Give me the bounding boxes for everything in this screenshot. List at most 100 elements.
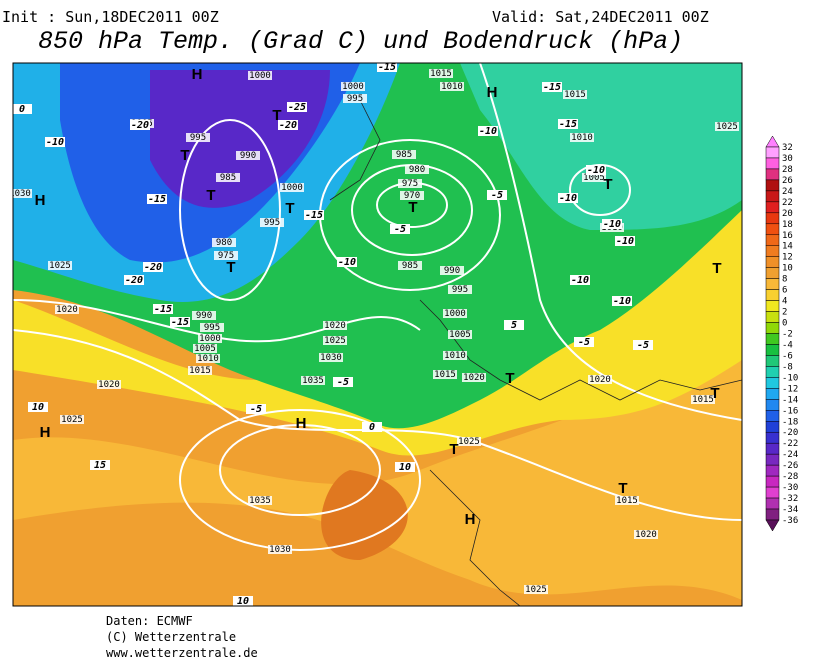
isobar-label-bg <box>563 90 587 99</box>
isobar-label: 1020 <box>463 373 485 383</box>
isobar-label: 995 <box>452 285 468 295</box>
temp-label-bg <box>45 137 65 147</box>
isobar-label: 1025 <box>458 437 480 447</box>
temp-label-bg <box>13 104 32 114</box>
temp-label: -15 <box>154 304 172 315</box>
temp-label: 15 <box>94 460 106 471</box>
pressure-center: H <box>192 66 203 83</box>
isobar-label-bg <box>196 354 220 363</box>
colorbar-label: -34 <box>782 505 798 515</box>
temp-label: -5 <box>250 404 262 415</box>
isobar-label-bg <box>440 82 464 91</box>
colorbar-segment <box>765 256 780 268</box>
colorbar-label: 28 <box>782 165 793 175</box>
isobar-label-bg <box>443 351 467 360</box>
isobar-label: 1030 <box>269 545 291 555</box>
isobar-label-bg <box>433 370 457 379</box>
colorbar-label: -32 <box>782 494 798 504</box>
pressure-center: T <box>180 147 189 164</box>
coastlines <box>329 99 742 606</box>
pressure-center: T <box>272 107 281 124</box>
isobar-label: 1035 <box>302 376 324 386</box>
colorbar: 32302826242220181614121086420-2-4-6-8-10… <box>765 135 798 532</box>
source: Daten: ECMWF <box>106 614 193 628</box>
isobar-label-bg <box>392 150 416 159</box>
temp-label: 5 <box>511 320 517 331</box>
isobar-label-bg <box>398 261 422 270</box>
colorbar-segment <box>765 388 780 400</box>
temp-label-bg <box>478 126 498 136</box>
temp-label: -20 <box>131 120 149 131</box>
isobar-label-bg <box>198 334 222 343</box>
isobar-label-bg <box>691 395 715 404</box>
colorbar-segment <box>765 245 780 257</box>
isobar-label-bg <box>443 309 467 318</box>
colorbar-segment <box>765 267 780 279</box>
temp-label-bg <box>377 63 397 72</box>
colorbar-segment <box>765 431 780 444</box>
colorbar-label: 30 <box>782 154 793 164</box>
isobar-label: 1030 <box>9 189 31 199</box>
colorbar-segment <box>765 453 780 466</box>
temp-label-bg <box>170 317 190 327</box>
isobar-label-bg <box>524 585 548 594</box>
temp-label-bg <box>504 320 524 330</box>
colorbar-label: 20 <box>782 209 793 219</box>
temp-label-bg <box>90 460 110 470</box>
temp-label: -25 <box>288 102 306 113</box>
isobar-label: 1015 <box>189 366 211 376</box>
isobar-label: 1005 <box>194 344 216 354</box>
temp-label: -10 <box>479 126 497 137</box>
isobar-label: 1000 <box>342 82 364 92</box>
colorbar-label: -2 <box>782 330 793 340</box>
isobar-label-bg <box>280 183 304 192</box>
isobar-label-bg <box>400 191 424 200</box>
isobar-label: 1010 <box>444 351 466 361</box>
isobar-label: 995 <box>190 133 206 143</box>
temp-label: -10 <box>559 193 577 204</box>
colorbar-segment <box>765 168 780 181</box>
isobar-label: 1025 <box>61 415 83 425</box>
colorbar-label: 2 <box>782 308 787 318</box>
isobar-label-bg <box>236 151 260 160</box>
isobar-label-bg <box>186 133 210 142</box>
isobar-label-bg <box>341 82 365 91</box>
isobar-label-bg <box>188 366 212 375</box>
colorbar-label: -24 <box>782 450 798 460</box>
pressure-center: T <box>505 370 514 387</box>
pressure-center: T <box>206 187 215 204</box>
colorbar-label: -28 <box>782 472 798 482</box>
colorbar-segment <box>765 300 780 312</box>
isobar-label-bg <box>462 373 486 382</box>
isobar-label: 1020 <box>56 305 78 315</box>
isobar-label: 985 <box>402 261 418 271</box>
isobar-label: 1010 <box>197 354 219 364</box>
colorbar-segment <box>765 486 780 499</box>
colorbar-segment <box>765 322 780 334</box>
isobar-label: 1015 <box>434 370 456 380</box>
isobar-label-bg <box>323 336 347 345</box>
temp-label: -10 <box>616 236 634 247</box>
isobar-label: 1020 <box>635 530 657 540</box>
colorbar-label: -4 <box>782 340 793 350</box>
cool-east <box>460 63 742 230</box>
temp-label: 10 <box>237 596 249 607</box>
pressure-center: T <box>712 260 721 277</box>
temp-label-bg <box>143 262 163 272</box>
colorbar-label: -22 <box>782 439 798 449</box>
url: www.wetterzentrale.de <box>106 646 258 660</box>
isobar-label: 1000 <box>249 71 271 81</box>
isobar-label-bg <box>268 545 292 554</box>
pressure-center: H <box>40 424 51 441</box>
isobar-label-bg <box>193 344 217 353</box>
colorbar-segment <box>765 464 780 477</box>
colorbar-segment <box>765 333 780 345</box>
isobar-label: 1010 <box>571 133 593 143</box>
temp-label-bg <box>487 190 507 200</box>
isobar-label: 1015 <box>692 395 714 405</box>
isobar-label-bg <box>440 266 464 275</box>
isobar-label-bg <box>48 261 72 270</box>
temp-label: 0 <box>19 104 25 115</box>
colorbar-cap <box>765 519 780 532</box>
colorbar-segment <box>765 201 780 214</box>
